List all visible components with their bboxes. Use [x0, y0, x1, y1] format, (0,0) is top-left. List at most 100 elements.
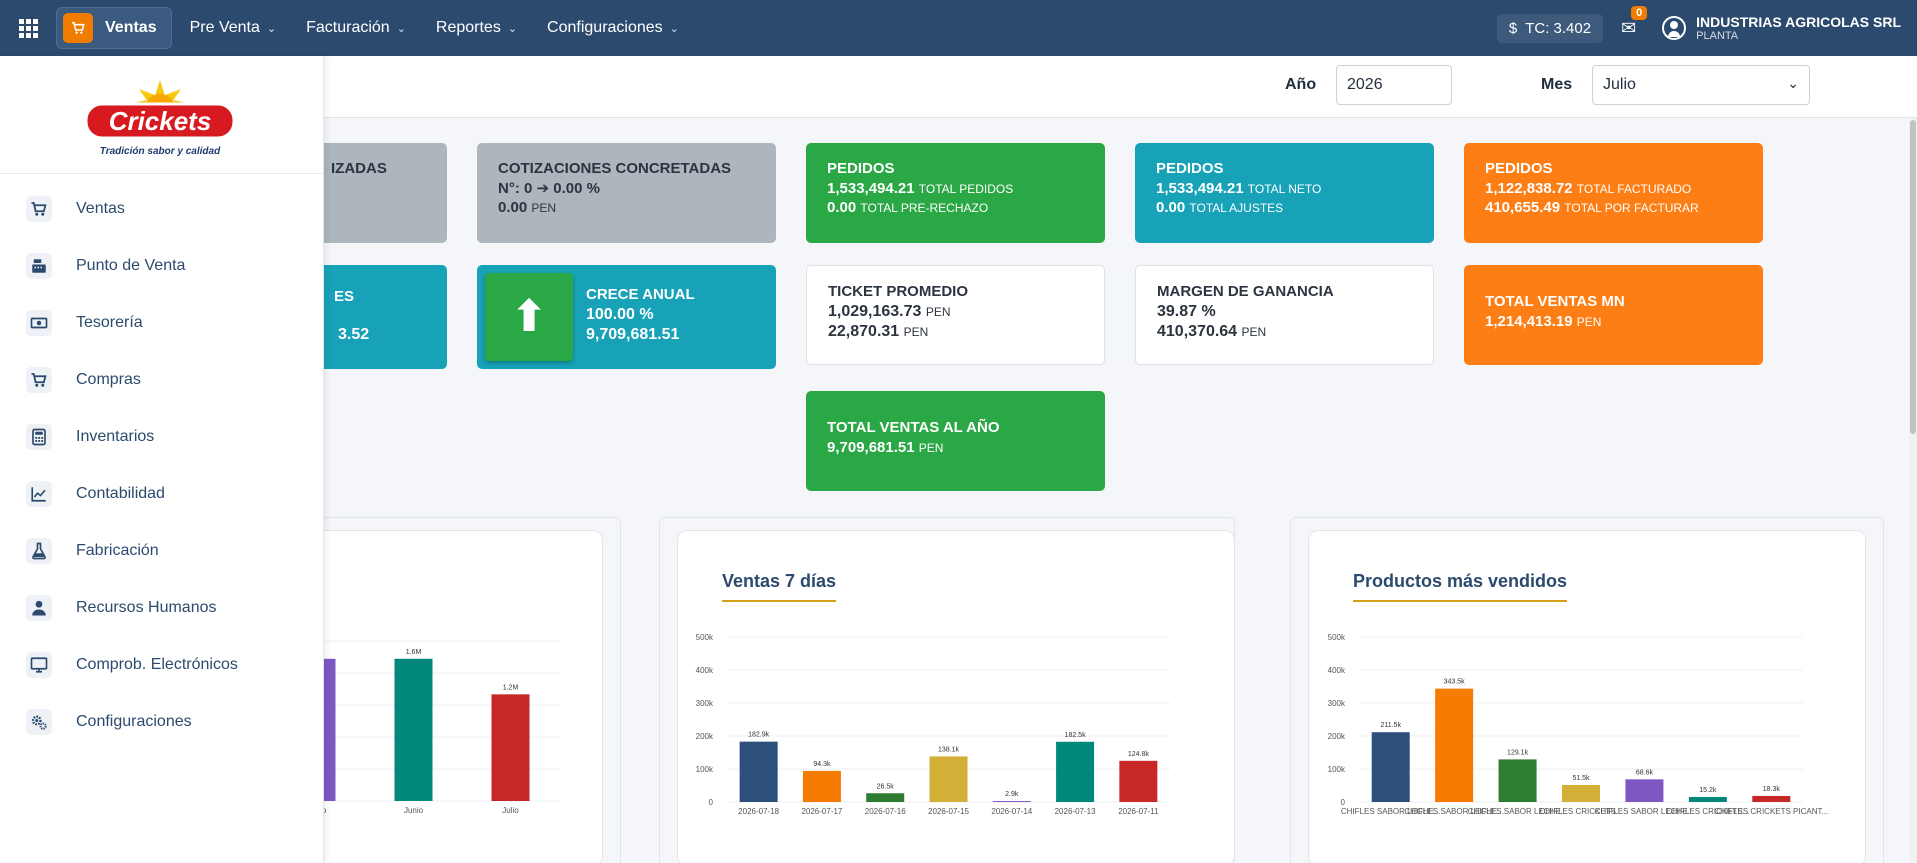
dollar-icon: $	[1508, 19, 1518, 37]
menu-pre-venta[interactable]: Pre Venta ⌄	[190, 19, 277, 37]
card-title: TOTAL VENTAS AL AÑO	[827, 419, 1000, 436]
card-percent: 39.87 %	[1157, 302, 1216, 320]
x-tick-label: 2026-07-13	[1055, 807, 1096, 816]
logo-tagline: Tradición sabor y calidad	[100, 146, 221, 157]
bar-data-label: 124.8k	[1128, 751, 1150, 758]
exchange-rate-badge[interactable]: $ TC: 3.402	[1496, 13, 1604, 43]
bar	[394, 658, 433, 801]
sidebar-item-contabilidad[interactable]: Contabilidad	[0, 465, 323, 522]
year-value: 2026	[1347, 76, 1383, 93]
card-count-line: N°: 0 ➔ 0.00 %	[498, 179, 600, 197]
card-unit: PEN	[918, 440, 944, 455]
sidebar-item-recursos-humanos[interactable]: Recursos Humanos	[0, 579, 323, 636]
card-cotizaciones-concretadas: COTIZACIONES CONCRETADAS N°: 0 ➔ 0.00 % …	[477, 143, 776, 243]
sidebar-item-inventarios[interactable]: Inventarios	[0, 408, 323, 465]
sidebar-item-comprob-electronicos[interactable]: Comprob. Electrónicos	[0, 636, 323, 693]
menu-label: Facturación	[306, 19, 390, 36]
x-tick-label: 2026-07-15	[928, 807, 969, 816]
card-value: 0.00	[827, 199, 857, 216]
company-info[interactable]: INDUSTRIAS AGRICOLAS SRL PLANTA	[1696, 14, 1901, 43]
gears-icon	[26, 708, 52, 735]
x-tick-label: CHIFLES CRICKETS...	[1666, 807, 1749, 816]
y-tick-label: 100k	[696, 765, 714, 774]
arrow-up-icon: ⬆	[485, 273, 573, 361]
cart-icon	[63, 13, 93, 43]
card-unit: PEN	[925, 304, 951, 319]
month-select[interactable]: Julio ⌄	[1592, 65, 1810, 105]
card-title: ES	[334, 288, 355, 305]
y-tick-label: 100k	[1328, 765, 1346, 774]
bar	[1119, 760, 1158, 802]
y-tick-label: 400k	[1328, 666, 1346, 675]
y-tick-label: 0	[709, 798, 714, 807]
sidebar-item-tesoreria[interactable]: Tesorería	[0, 294, 323, 351]
bar	[1625, 779, 1664, 802]
card-title: PEDIDOS	[1156, 160, 1224, 177]
card-total-ventas-ano: TOTAL VENTAS AL AÑO 9,709,681.51 PEN	[806, 391, 1105, 491]
bar	[992, 801, 1031, 803]
sidebar-item-fabricacion[interactable]: Fabricación	[0, 522, 323, 579]
x-tick-label: CHIFLES CRICKETS PICANT...	[1714, 807, 1828, 816]
card-title: IZADAS	[331, 160, 387, 177]
x-tick-label: 2026-07-11	[1118, 807, 1159, 816]
bar-data-label: 129.1k	[1507, 749, 1529, 756]
x-tick-label: Julio	[502, 806, 519, 815]
bar	[491, 694, 530, 801]
chevron-down-icon: ⌄	[669, 22, 679, 35]
card-unit: PEN	[1576, 314, 1602, 329]
menu-reportes[interactable]: Reportes ⌄	[436, 19, 517, 37]
bar-data-label: 182.9k	[748, 732, 770, 739]
chevron-down-icon: ⌄	[396, 22, 406, 35]
page-scrollbar[interactable]	[1909, 118, 1917, 863]
sidebar-menu: Crickets Tradición sabor y calidad Venta…	[0, 56, 324, 863]
card-unit: TOTAL POR FACTURAR	[1564, 201, 1699, 215]
sidebar-item-label: Compras	[76, 370, 141, 388]
scrollbar-thumb[interactable]	[1910, 120, 1916, 434]
card-unit: PEN	[903, 325, 929, 340]
y-tick-label: 500k	[1328, 633, 1346, 642]
card-value: 9,709,681.51	[827, 438, 915, 456]
monitor-icon	[26, 651, 52, 678]
menu-facturacion[interactable]: Facturación ⌄	[306, 19, 406, 37]
chevron-down-icon: ⌄	[266, 22, 277, 35]
cart-icon	[26, 366, 52, 393]
flask-icon	[26, 537, 52, 564]
sidebar-item-ventas[interactable]: Ventas	[0, 180, 323, 237]
person-icon	[26, 594, 52, 621]
sidebar-item-label: Recursos Humanos	[76, 598, 217, 616]
user-avatar-icon[interactable]	[1662, 16, 1687, 40]
bar	[929, 756, 968, 802]
card-value: 410,370.64	[1157, 323, 1238, 341]
bar	[1688, 796, 1727, 802]
card-title: PEDIDOS	[1485, 160, 1553, 177]
x-tick-label: CHIFLES SABOR LECHE...	[1341, 807, 1441, 816]
card-title: COTIZACIONES CONCRETADAS	[498, 160, 732, 177]
sidebar-item-label: Inventarios	[76, 427, 155, 445]
card-title: TOTAL VENTAS MN	[1485, 293, 1625, 310]
menu-configuraciones[interactable]: Configuraciones ⌄	[547, 19, 679, 37]
card-value: 410,655.49	[1485, 199, 1561, 216]
x-tick-label: CHIFLES SABOR LECHE...	[1468, 807, 1568, 816]
logo-text: Crickets	[109, 106, 212, 136]
y-tick-label: 200k	[1328, 732, 1346, 741]
bar	[802, 770, 841, 802]
menu-label: Pre Venta	[189, 19, 260, 36]
card-value: 9,709,681.51	[586, 326, 680, 344]
module-switcher-button[interactable]: Ventas	[56, 7, 172, 49]
cart-icon	[26, 195, 52, 222]
sidebar-item-configuraciones[interactable]: Configuraciones	[0, 693, 323, 750]
panel-title: Ventas 7 días	[722, 571, 837, 602]
card-value: 1,533,494.21	[827, 179, 915, 197]
bar-data-label: 1.6M	[406, 649, 422, 656]
x-tick-label: 2026-07-14	[991, 807, 1032, 816]
sidebar-item-label: Comprob. Electrónicos	[76, 655, 238, 673]
messages-button[interactable]: ✉ 0	[1621, 5, 1648, 39]
year-input[interactable]: 2026	[1336, 65, 1452, 105]
x-tick-label: CHIFLES SABOR LECHE...	[1595, 807, 1695, 816]
sidebar-item-punto-de-venta[interactable]: Punto de Venta	[0, 237, 323, 294]
apps-grid-button[interactable]	[0, 0, 56, 56]
sidebar-item-compras[interactable]: Compras	[0, 351, 323, 408]
ventas7-panel: Ventas 7 días 0 100k 200k 300k 400k 500k 182.9…	[677, 530, 1235, 863]
company-name: INDUSTRIAS AGRICOLAS SRL	[1696, 13, 1901, 30]
